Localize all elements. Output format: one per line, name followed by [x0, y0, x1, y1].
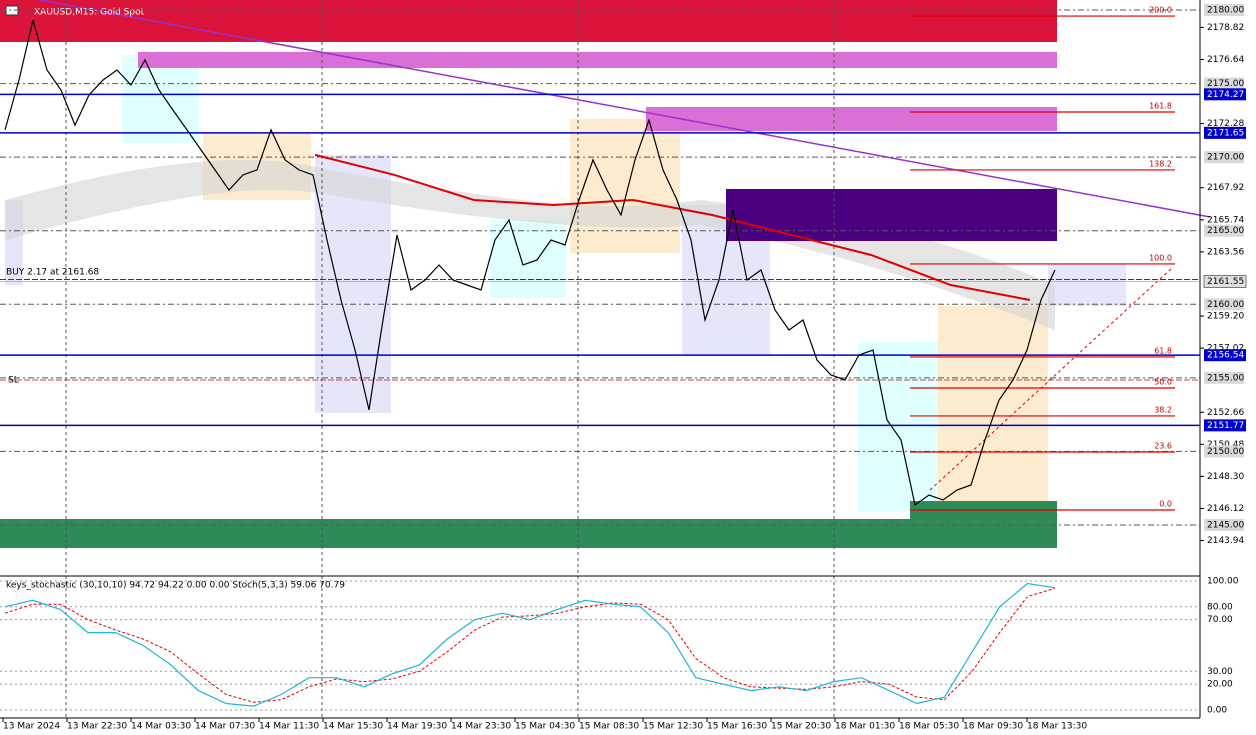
price-label: 2161.55	[1207, 277, 1244, 287]
level-label-box	[1204, 4, 1244, 17]
zone	[0, 519, 1057, 548]
blue-label-box	[1204, 349, 1246, 362]
x-tick-label: 15 Mar 12:30	[643, 722, 703, 732]
time-grid	[0, 0, 1201, 719]
stoch-signal	[4, 587, 1056, 703]
fib-label: 0.0	[1159, 499, 1172, 508]
x-tick-label: 18 Mar 05:30	[899, 722, 959, 732]
buy-label: BUY 2.17 at 2161.68	[6, 268, 99, 278]
level-label-box	[1204, 151, 1244, 164]
x-tick-label: 15 Mar 16:30	[707, 722, 767, 732]
fib-label: 100.0	[1149, 253, 1172, 262]
level-label: 2170.00	[1207, 153, 1244, 163]
level-label-box	[1204, 518, 1244, 531]
zone	[858, 342, 938, 512]
y-tick-label: 2172.28	[1207, 119, 1244, 129]
level-label: 2175.00	[1207, 79, 1244, 89]
chart-title: XAUUSD,M15: Gold Spot	[34, 8, 145, 18]
fib-label: 200.0	[1149, 6, 1172, 15]
fib-label: 138.2	[1149, 159, 1172, 168]
y-tick-label: 2146.12	[1207, 504, 1244, 514]
zone	[726, 189, 1057, 241]
blue-label: 2174.27	[1207, 90, 1244, 100]
y-tick-label: 2163.56	[1207, 247, 1244, 257]
y-tick-label: 2143.94	[1207, 536, 1244, 546]
moving-average	[314, 153, 1031, 301]
zone	[1048, 264, 1126, 306]
ind-tick-label: 20.00	[1207, 680, 1233, 690]
level-label: 2145.00	[1207, 520, 1244, 530]
stoch-main	[4, 582, 1056, 707]
x-tick-label: 14 Mar 19:30	[387, 722, 447, 732]
y-tick-label: 2176.64	[1207, 55, 1244, 65]
x-tick-label: 14 Mar 03:30	[131, 722, 191, 732]
ind-tick-label: 100.00	[1207, 576, 1239, 586]
x-tick-label: 18 Mar 13:30	[1027, 722, 1087, 732]
zone	[570, 119, 680, 253]
zone	[490, 220, 566, 298]
indicator-label: keys_stochastic (30,10,10) 94.72 94.22 0…	[6, 581, 345, 591]
blue-label: 2156.54	[1207, 351, 1244, 361]
blue-label-box	[1204, 126, 1246, 139]
x-tick-label: 15 Mar 08:30	[579, 722, 639, 732]
fib-label: 61.8	[1154, 346, 1172, 355]
x-tick-label: 14 Mar 23:30	[451, 722, 511, 732]
y-tick-label: 2178.82	[1207, 23, 1244, 33]
fib-label: 161.8	[1149, 101, 1172, 110]
x-tick-label: 15 Mar 04:30	[515, 722, 575, 732]
trendline	[39, 0, 1211, 218]
level-label-box	[1204, 298, 1244, 311]
level-label: 2150.00	[1207, 447, 1244, 457]
ind-tick-label: 30.00	[1207, 667, 1233, 677]
blue-label: 2151.77	[1207, 421, 1244, 431]
price-label-box	[1203, 274, 1247, 288]
blue-label-box	[1204, 419, 1246, 432]
x-tick-label: 18 Mar 09:30	[963, 722, 1023, 732]
zones	[0, 0, 1211, 548]
x-tick-label: 14 Mar 11:30	[259, 722, 319, 732]
blue-label-box	[1204, 88, 1246, 101]
zone	[646, 107, 1057, 131]
level-label: 2155.00	[1207, 373, 1244, 383]
y-tick-label: 2167.92	[1207, 183, 1244, 193]
level-label: 2160.00	[1207, 300, 1244, 310]
price-line	[4, 19, 1056, 507]
y-tick-label: 2150.48	[1207, 440, 1244, 450]
y-tick-label: 2152.66	[1207, 408, 1244, 418]
y-tick-label: 2159.20	[1207, 312, 1244, 322]
level-label-box	[1204, 77, 1244, 90]
level-label-box	[1204, 445, 1244, 458]
x-tick-label: 13 Mar 22:30	[67, 722, 127, 732]
level-label-box	[1204, 224, 1244, 237]
zone	[0, 0, 1057, 42]
zone	[938, 306, 1048, 518]
x-tick-label: 13 Mar 2024	[3, 722, 60, 732]
level-label: 2180.00	[1207, 6, 1244, 16]
x-tick-label: 14 Mar 15:30	[323, 722, 383, 732]
blue-label: 2171.65	[1207, 128, 1244, 138]
level-label-box	[1204, 371, 1244, 384]
y-tick-label: 2148.30	[1207, 472, 1244, 482]
ind-tick-label: 0.00	[1207, 706, 1227, 716]
x-tick-label: 15 Mar 20:30	[771, 722, 831, 732]
x-tick-label: 14 Mar 07:30	[195, 722, 255, 732]
level-label: 2165.00	[1207, 226, 1244, 236]
ind-tick-label: 70.00	[1207, 615, 1233, 625]
ind-tick-label: 80.00	[1207, 602, 1233, 612]
trade-line	[929, 267, 1173, 491]
zone	[138, 52, 1057, 68]
fib-label: 50.0	[1154, 377, 1172, 386]
y-tick-label: 2165.74	[1207, 215, 1244, 225]
fib-label: 23.6	[1154, 441, 1172, 450]
fib-label: 38.2	[1154, 405, 1172, 414]
ma-band	[5, 160, 1055, 330]
y-tick-label: 2157.02	[1207, 344, 1244, 354]
x-tick-label: 18 Mar 01:30	[835, 722, 895, 732]
